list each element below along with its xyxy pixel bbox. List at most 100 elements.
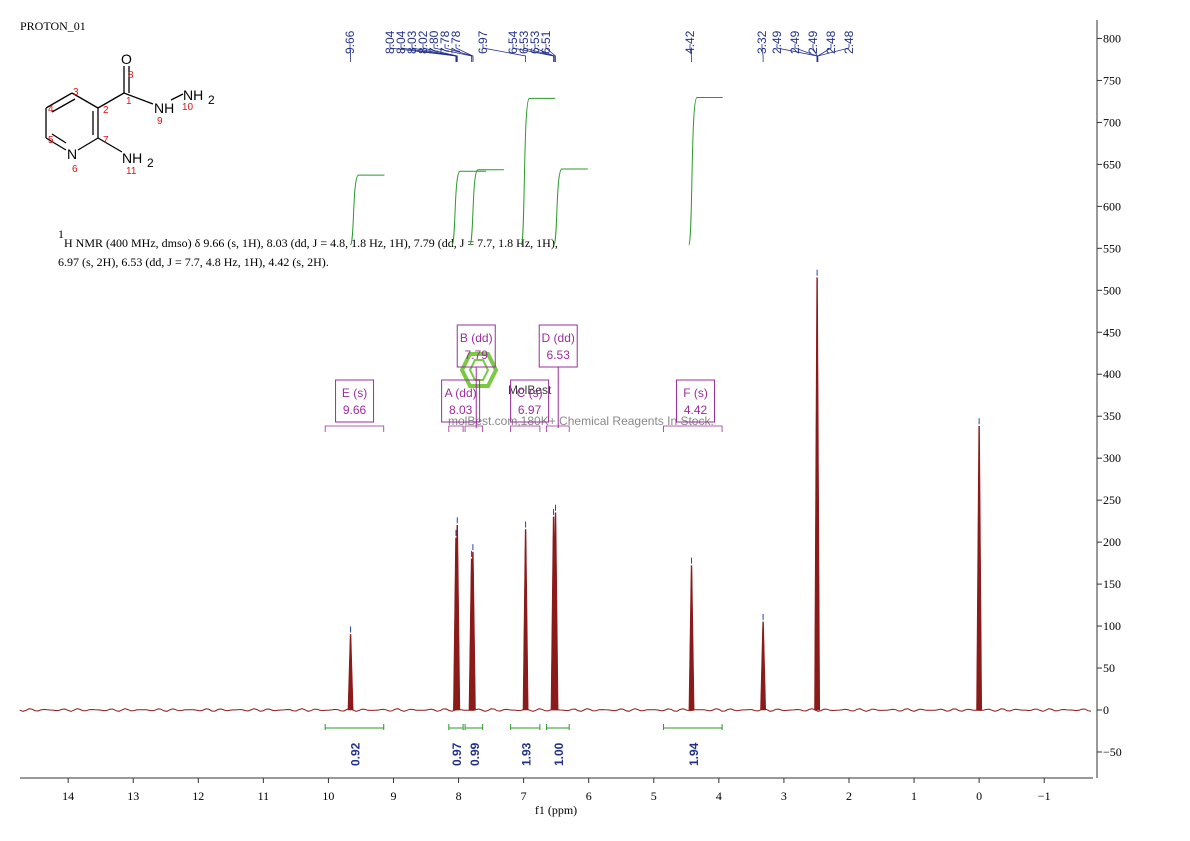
- peak-label: 6.53: [517, 30, 531, 54]
- atom-number: 9: [157, 116, 163, 127]
- multiplet-bracket: [663, 425, 723, 432]
- atom-subscript: 2: [147, 156, 154, 170]
- integral-value: 1.94: [687, 742, 701, 766]
- peak-label-connector: [411, 44, 458, 62]
- peak-label: 2.49: [788, 30, 802, 54]
- y-tick-label: 50: [1103, 661, 1115, 675]
- peak-label-connector: [512, 44, 554, 62]
- y-tick-label: 450: [1103, 325, 1121, 339]
- integral-curve: [451, 170, 486, 246]
- structure: [45, 66, 184, 153]
- atom-label: N: [67, 146, 77, 162]
- y-tick-label: 250: [1103, 493, 1121, 507]
- peak: [469, 551, 476, 711]
- peak-label: 8.02: [416, 30, 430, 54]
- atom-label: NH: [183, 87, 203, 103]
- atom-number: 4: [48, 104, 54, 115]
- bond: [45, 92, 73, 109]
- peak: [814, 277, 821, 711]
- integral-value: 0.97: [450, 742, 464, 766]
- peak-label-connector: [422, 44, 458, 62]
- peak-label-connector: [689, 44, 692, 62]
- description-line: 6.97 (s, 2H), 6.53 (dd, J = 7.7, 4.8 Hz,…: [58, 255, 329, 269]
- atom-number: 5: [48, 135, 54, 146]
- peak-label-connector: [433, 44, 472, 62]
- x-tick-label: 6: [586, 789, 592, 803]
- multiplet-shift: 6.97: [518, 403, 542, 417]
- atom-number: 1: [126, 96, 132, 107]
- peak: [522, 529, 529, 711]
- integral-value: 0.92: [348, 742, 362, 766]
- multiplet-bracket: [324, 425, 385, 432]
- multiplet-bracket: [464, 425, 484, 432]
- x-tick-label: 14: [62, 789, 74, 803]
- peak: [688, 565, 695, 711]
- x-tick-label: 13: [127, 789, 139, 803]
- multiplet-label: E (s): [342, 386, 367, 400]
- y-tick-label: 600: [1103, 199, 1121, 213]
- y-tick-label: 400: [1103, 367, 1121, 381]
- atom-label: O: [121, 51, 132, 67]
- peak-label: 2.48: [824, 30, 838, 54]
- peak-label: 7.78: [438, 30, 452, 54]
- atom-subscript: 2: [208, 93, 215, 107]
- multiplet-label: A (dd): [445, 386, 477, 400]
- y-tick-label: 350: [1103, 409, 1121, 423]
- x-tick-label: 3: [781, 789, 787, 803]
- peak-label-connector: [545, 44, 556, 62]
- peak-label: 7.78: [449, 30, 463, 54]
- x-tick-label: 7: [521, 789, 527, 803]
- peak-label: 8.04: [394, 30, 408, 54]
- integral-bracket: [545, 724, 570, 730]
- x-tick-label: 8: [456, 789, 462, 803]
- watermark-tagline: molBest.com,180K+ Chemical Reagents In S…: [448, 414, 714, 428]
- y-tick-label: 0: [1103, 703, 1109, 717]
- peak-label-connector: [455, 44, 474, 62]
- atom-number: 8: [128, 70, 134, 81]
- multiplet-shift: 6.53: [547, 348, 571, 362]
- multiplet-label: B (dd): [460, 331, 493, 345]
- description-superscript: 1: [58, 227, 64, 241]
- bond: [97, 137, 123, 153]
- integral-curve: [688, 97, 723, 246]
- peak-label: 6.97: [476, 30, 490, 54]
- x-tick-label: 4: [716, 789, 722, 803]
- x-tick-label: 9: [391, 789, 397, 803]
- x-tick-label: 0: [976, 789, 982, 803]
- atom-number: 3: [73, 87, 79, 98]
- y-tick-label: 550: [1103, 241, 1121, 255]
- peak-label: 6.54: [506, 30, 520, 54]
- y-tick-label: 100: [1103, 619, 1121, 633]
- integral-curve: [349, 174, 385, 246]
- peak: [454, 525, 461, 711]
- multiplet-shift: 8.03: [449, 403, 473, 417]
- integral-value: 0.99: [468, 742, 482, 766]
- multiplet-box: [441, 379, 481, 423]
- bond: [51, 98, 76, 113]
- integral-bracket: [464, 724, 484, 730]
- x-axis-label: f1 (ppm): [535, 803, 577, 817]
- y-tick-label: 800: [1103, 31, 1121, 45]
- integral-value: 1.00: [552, 742, 566, 766]
- peak: [347, 634, 354, 711]
- peak-label: 2.49: [770, 30, 784, 54]
- peak: [552, 512, 559, 711]
- y-tick-label: 650: [1103, 157, 1121, 171]
- chart-title: PROTON_01: [20, 19, 86, 33]
- y-tick-label: 750: [1103, 73, 1121, 87]
- bond: [45, 137, 67, 151]
- bond: [170, 93, 184, 101]
- peak-label-connector: [761, 44, 764, 62]
- y-tick-label: 200: [1103, 535, 1121, 549]
- bond: [123, 92, 154, 105]
- x-tick-label: 12: [192, 789, 204, 803]
- multiplet-box: [510, 379, 550, 423]
- peak-label-connector: [812, 44, 818, 62]
- multiplet-shift: 9.66: [343, 403, 367, 417]
- integral-bracket: [324, 724, 385, 730]
- multiplet-shift: 7.79: [465, 348, 489, 362]
- x-tick-label: 2: [846, 789, 852, 803]
- x-tick-label: 1: [911, 789, 917, 803]
- integral-curve: [553, 168, 588, 246]
